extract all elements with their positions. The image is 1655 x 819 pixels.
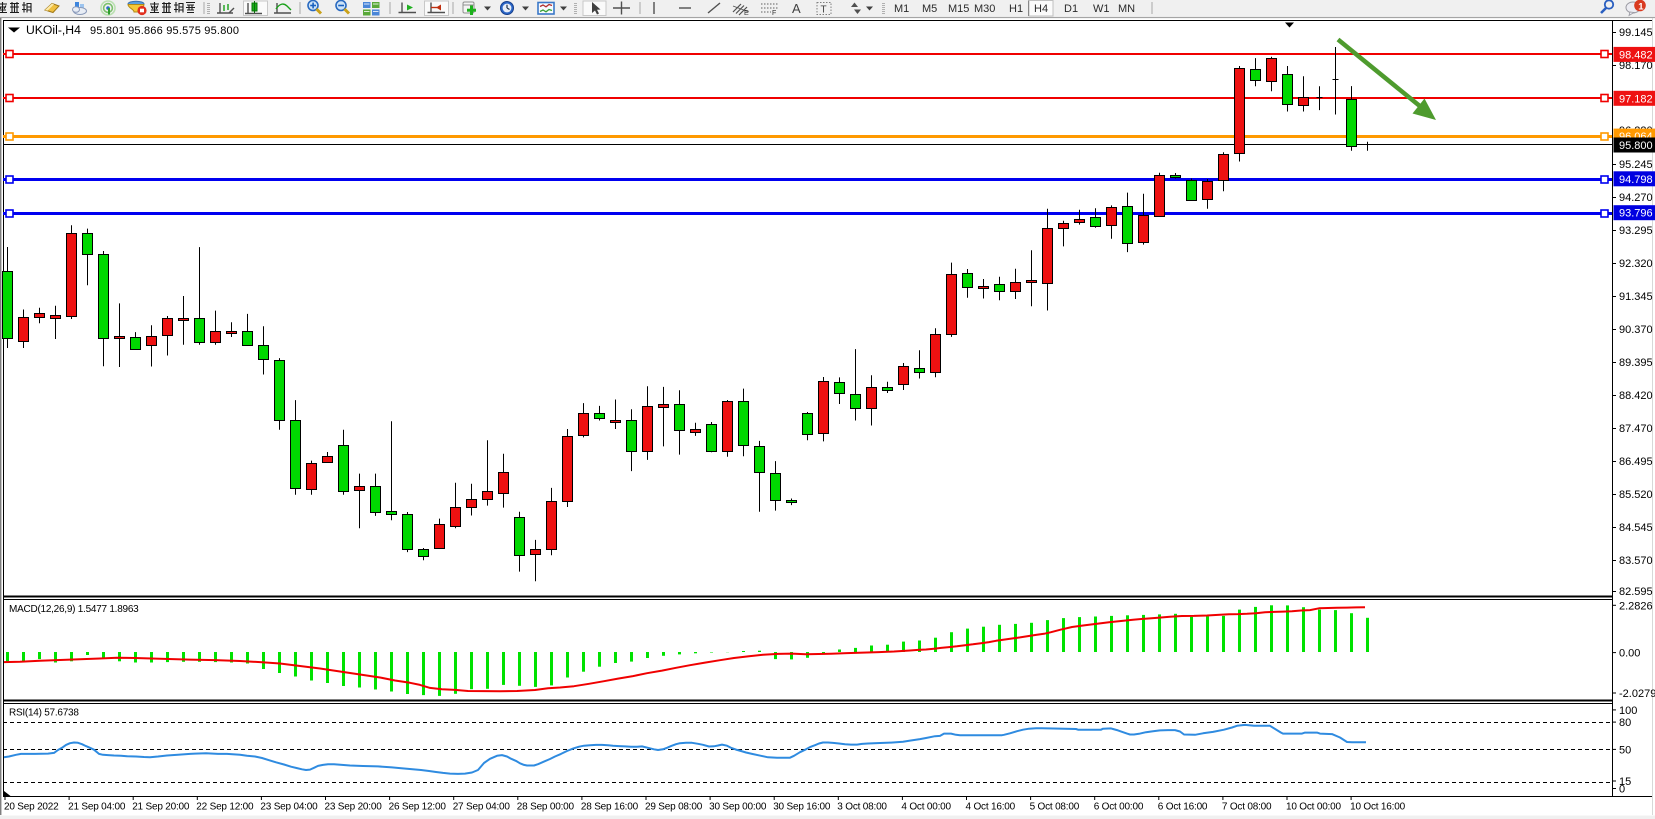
svg-text:98.482: 98.482 (1619, 49, 1653, 61)
svg-text:30 Sep 00:00: 30 Sep 00:00 (709, 802, 767, 813)
svg-text:30 Sep 16:00: 30 Sep 16:00 (773, 802, 831, 813)
svg-text:A: A (792, 1, 801, 16)
svg-text:95.801 95.866 95.575 95.800: 95.801 95.866 95.575 95.800 (90, 25, 239, 37)
svg-text:H4: H4 (1034, 3, 1048, 15)
svg-text:27 Sep 04:00: 27 Sep 04:00 (453, 802, 511, 813)
svg-text:85.520: 85.520 (1619, 489, 1653, 501)
svg-text:M1: M1 (894, 3, 909, 15)
svg-text:94.798: 94.798 (1619, 174, 1653, 186)
svg-text:28 Sep 16:00: 28 Sep 16:00 (581, 802, 639, 813)
svg-text:-2.0279: -2.0279 (1619, 688, 1655, 700)
svg-text:21 Sep 20:00: 21 Sep 20:00 (132, 802, 190, 813)
svg-text:D1: D1 (1064, 3, 1078, 15)
svg-text:MACD(12,26,9) 1.5477 1.8963: MACD(12,26,9) 1.5477 1.8963 (9, 604, 139, 615)
svg-text:10 Oct 16:00: 10 Oct 16:00 (1350, 802, 1405, 813)
svg-text:26 Sep 12:00: 26 Sep 12:00 (389, 802, 447, 813)
svg-text:T: T (821, 5, 827, 16)
svg-text:91.345: 91.345 (1619, 291, 1653, 303)
svg-text:0.00: 0.00 (1619, 648, 1640, 660)
svg-text:97.182: 97.182 (1619, 93, 1653, 105)
svg-text:93.295: 93.295 (1619, 225, 1653, 237)
svg-text:3 Oct 08:00: 3 Oct 08:00 (837, 802, 887, 813)
svg-text:100: 100 (1619, 705, 1637, 717)
svg-text:M5: M5 (922, 3, 937, 15)
svg-text:82.595: 82.595 (1619, 586, 1653, 598)
svg-text:W1: W1 (1093, 3, 1110, 15)
svg-text:H1: H1 (1009, 3, 1023, 15)
svg-text:95.245: 95.245 (1619, 159, 1653, 171)
svg-text:86.495: 86.495 (1619, 456, 1653, 468)
svg-text:1: 1 (1638, 1, 1644, 12)
svg-text:23 Sep 04:00: 23 Sep 04:00 (260, 802, 318, 813)
svg-text:92.320: 92.320 (1619, 258, 1653, 270)
svg-text:4 Oct 00:00: 4 Oct 00:00 (901, 802, 951, 813)
svg-text:83.570: 83.570 (1619, 555, 1653, 567)
svg-text:F: F (772, 10, 776, 17)
svg-text:E: E (744, 10, 749, 17)
svg-text:94.270: 94.270 (1619, 192, 1653, 204)
svg-text:87.470: 87.470 (1619, 423, 1653, 435)
svg-text:98.170: 98.170 (1619, 60, 1653, 72)
svg-text:90.370: 90.370 (1619, 324, 1653, 336)
svg-text:M15: M15 (948, 3, 969, 15)
svg-text:MN: MN (1118, 3, 1135, 15)
svg-text:50: 50 (1619, 744, 1631, 756)
svg-text:84.545: 84.545 (1619, 522, 1653, 534)
svg-text:99.145: 99.145 (1619, 27, 1653, 39)
svg-text:23 Sep 20:00: 23 Sep 20:00 (325, 802, 383, 813)
svg-text:20 Sep 2022: 20 Sep 2022 (4, 802, 59, 813)
svg-text:89.395: 89.395 (1619, 357, 1653, 369)
svg-text:28 Sep 00:00: 28 Sep 00:00 (517, 802, 575, 813)
svg-text:10 Oct 00:00: 10 Oct 00:00 (1286, 802, 1341, 813)
svg-text:21 Sep 04:00: 21 Sep 04:00 (68, 802, 126, 813)
svg-text:2.2826: 2.2826 (1619, 600, 1653, 612)
svg-text:6 Oct 00:00: 6 Oct 00:00 (1094, 802, 1144, 813)
svg-text:80: 80 (1619, 717, 1631, 729)
svg-text:M30: M30 (974, 3, 995, 15)
svg-text:0: 0 (1619, 784, 1625, 796)
svg-text:29 Sep 08:00: 29 Sep 08:00 (645, 802, 703, 813)
svg-text:95.800: 95.800 (1619, 140, 1653, 152)
svg-text:93.796: 93.796 (1619, 208, 1653, 220)
svg-text:22 Sep 12:00: 22 Sep 12:00 (196, 802, 254, 813)
svg-text:15: 15 (1619, 776, 1631, 788)
svg-text:RSI(14) 57.6738: RSI(14) 57.6738 (9, 708, 79, 719)
svg-text:7 Oct 08:00: 7 Oct 08:00 (1222, 802, 1272, 813)
svg-text:5 Oct 08:00: 5 Oct 08:00 (1030, 802, 1080, 813)
svg-text:88.420: 88.420 (1619, 390, 1653, 402)
svg-text:UKOil-,H4: UKOil-,H4 (26, 23, 81, 37)
svg-text:4 Oct 16:00: 4 Oct 16:00 (966, 802, 1016, 813)
svg-text:6 Oct 16:00: 6 Oct 16:00 (1158, 802, 1208, 813)
